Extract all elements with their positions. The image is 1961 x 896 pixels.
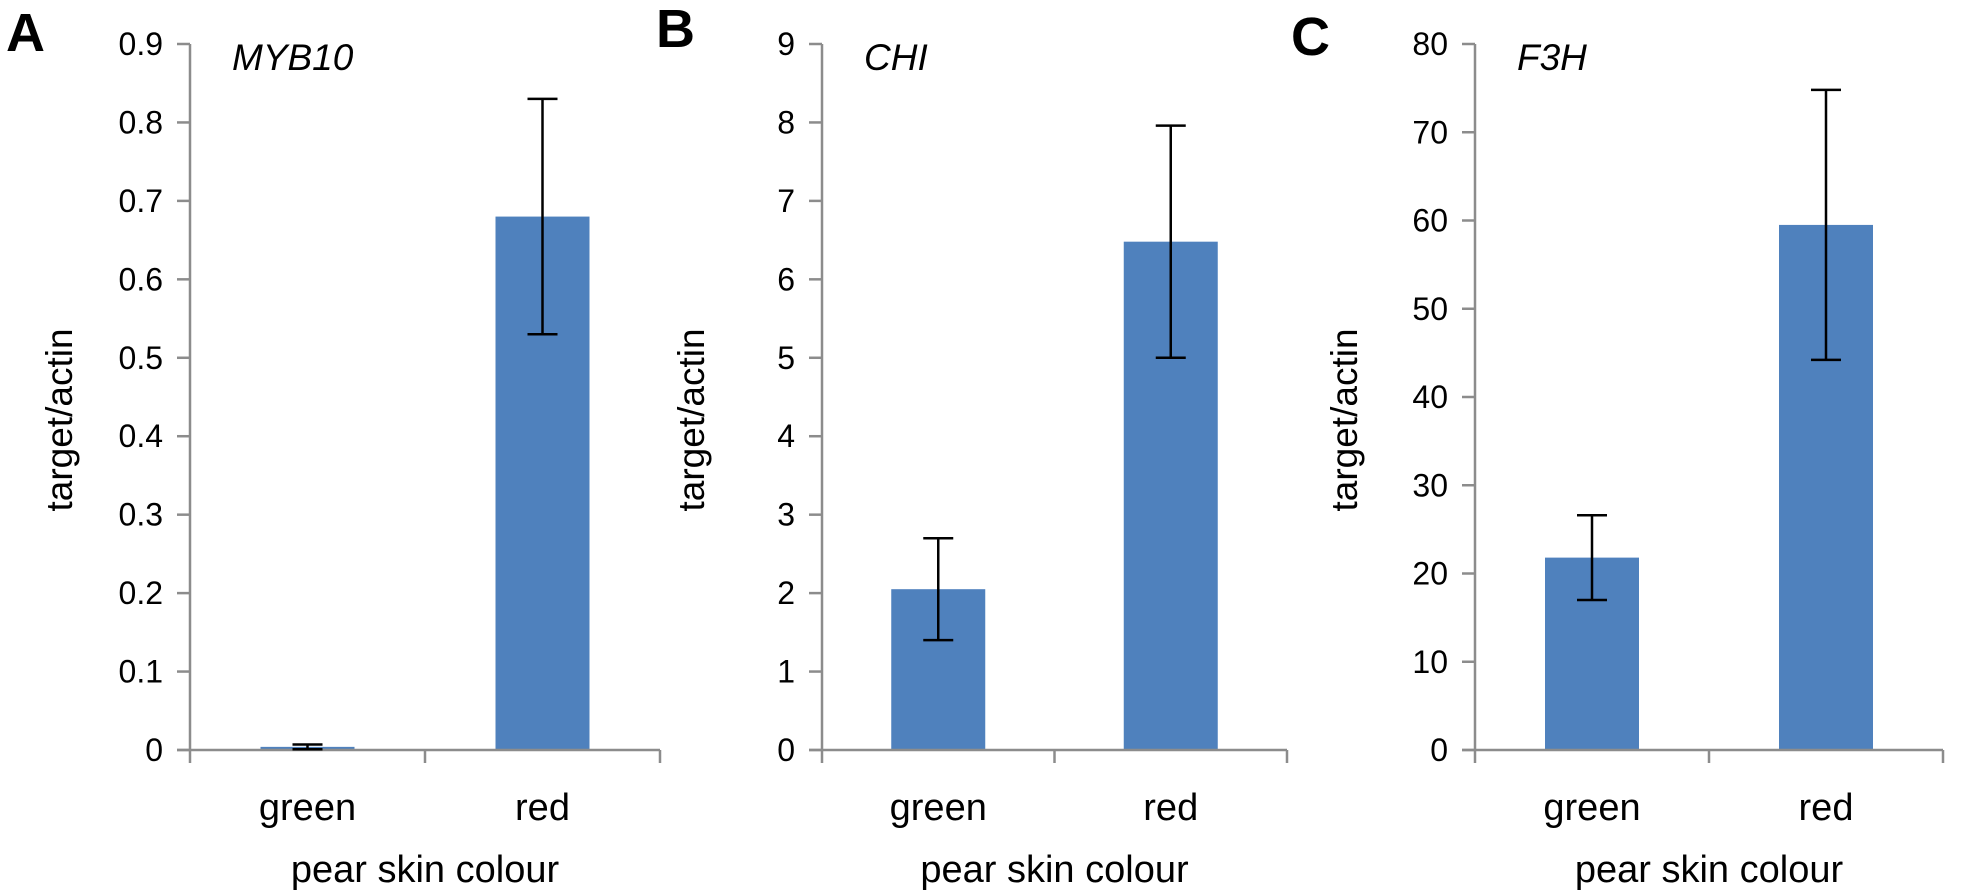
panel-B-y-tick-label: 9 [777, 26, 795, 62]
panel-B-category-label-red: red [1143, 787, 1198, 829]
panel-C: 0 10 20 30 40 50 60 70 80 F3H green red pear skin co… [1324, 26, 1945, 891]
panel-C-y-tick-label: 50 [1412, 291, 1448, 327]
panel-B-y-tick-label: 2 [777, 575, 795, 611]
panel-B-y-tick-label: 8 [777, 104, 795, 140]
panel-A-y-tick-label: 0.7 [119, 183, 163, 219]
panel-B-y-tick-label: 5 [777, 340, 795, 376]
panel-B-y-axis-title: target/actin [671, 328, 712, 511]
panel-A-y-tick-label: 0.6 [119, 261, 163, 297]
panel-A-y-tick-label: 0.3 [119, 497, 163, 533]
panel-A-title: MYB10 [232, 37, 354, 78]
panel-B-errorbar-green [923, 536, 954, 642]
panel-B-y-tick-label: 6 [777, 261, 795, 297]
panel-C-y-tick-label: 30 [1412, 467, 1448, 503]
panel-B-y-tick-label: 3 [777, 497, 795, 533]
panel-B: 0 1 2 3 4 5 6 7 8 9 CHI green red pear skin colour tar… [671, 26, 1289, 891]
panel-C-y-tick-label: 80 [1412, 26, 1448, 62]
panel-C-category-label-red: red [1799, 787, 1854, 829]
panel-A-errorbar-red [527, 97, 558, 336]
panel-B-errorbar-red [1155, 124, 1186, 360]
panel-A-x-axis-title: pear skin colour [291, 849, 560, 891]
panel-A-category-label-green: green [259, 787, 356, 829]
panel-B-category-label-green: green [890, 787, 987, 829]
panel-A-y-tick-label: 0.5 [119, 340, 163, 376]
panel-label-c: C [1291, 7, 1330, 67]
panel-C-y-tick-label: 10 [1412, 644, 1448, 680]
panel-C-category-label-green: green [1543, 787, 1640, 829]
panel-B-y-tick-label: 1 [777, 654, 795, 690]
panel-B-y-tick-label: 7 [777, 183, 795, 219]
panel-C-y-tick-label: 20 [1412, 556, 1448, 592]
panel-label-b: B [656, 0, 695, 59]
panel-A-category-label-red: red [515, 787, 570, 829]
panel-B-title: CHI [864, 37, 928, 78]
panel-A-y-tick-label: 0.1 [119, 654, 163, 690]
panel-A-y-tick-label: 0 [145, 732, 163, 768]
panel-C-title: F3H [1517, 37, 1587, 78]
panel-C-errorbar-red [1811, 88, 1841, 362]
panel-C-y-axis-title: target/actin [1324, 328, 1365, 511]
panel-A-y-tick-label: 0.8 [119, 104, 163, 140]
panel-B-y-tick-label: 4 [777, 418, 795, 454]
panel-C-y-tick-label: 40 [1412, 379, 1448, 415]
panel-A-errorbar-green [292, 743, 323, 751]
panel-C-y-tick-label: 60 [1412, 203, 1448, 239]
panel-label-a: A [6, 3, 45, 63]
panel-C-y-tick-label: 0 [1430, 732, 1448, 768]
panel-C-y-tick-label: 70 [1412, 114, 1448, 150]
panel-A-y-tick-label: 0.2 [119, 575, 163, 611]
panel-A-y-tick-label: 0.4 [119, 418, 163, 454]
panel-C-x-axis-title: pear skin colour [1575, 849, 1844, 891]
panel-A-y-axis-title: target/actin [39, 328, 80, 511]
panel-C-errorbar-green [1577, 514, 1607, 602]
panel-B-y-tick-label: 0 [777, 732, 795, 768]
panel-A-y-tick-label: 0.9 [119, 26, 163, 62]
panel-A: 0 0.1 0.2 0.3 0.4 0.5 0.6 0.7 0.8 0.9 MYB10 green re… [39, 26, 662, 891]
panel-B-x-axis-title: pear skin colour [920, 849, 1189, 891]
